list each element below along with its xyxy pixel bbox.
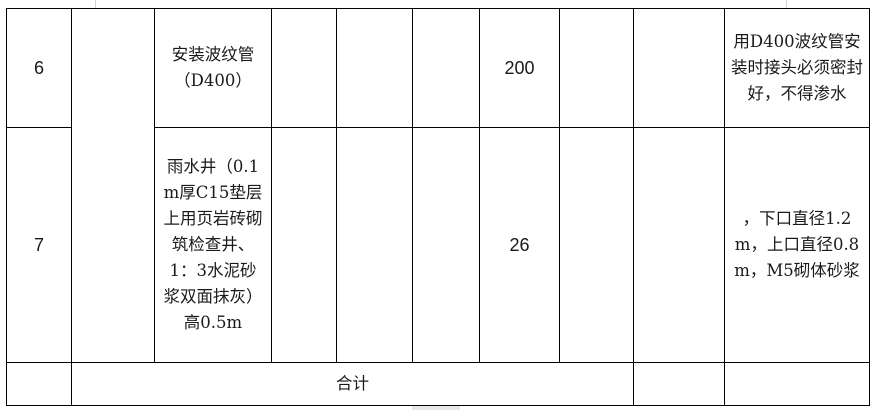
total-label: 合计 xyxy=(71,362,634,406)
empty-cell xyxy=(633,8,725,128)
page-margin-mark xyxy=(786,0,787,8)
empty-cell xyxy=(724,362,870,406)
empty-cell xyxy=(559,127,634,363)
empty-cell xyxy=(336,127,413,363)
empty-cell xyxy=(336,8,413,128)
page-margin-mark xyxy=(412,406,460,410)
merged-cell xyxy=(71,8,155,363)
quantity-table: 6 安装波纹管（D400） 200 用D400波纹管安装时接头必须密封好，不得渗… xyxy=(6,8,870,406)
empty-cell xyxy=(633,127,725,363)
empty-cell xyxy=(412,127,480,363)
page-margin-mark xyxy=(95,0,96,8)
empty-cell xyxy=(412,8,480,128)
total-row: 合计 xyxy=(6,362,870,406)
item-name: 雨水井（0.1m厚C15垫层上用页岩砖砌筑检查井、1：3水泥砂浆双面抹灰）高0.… xyxy=(154,127,272,363)
empty-cell xyxy=(271,8,337,128)
row-number: 7 xyxy=(6,127,72,363)
row-number: 6 xyxy=(6,8,72,128)
empty-cell xyxy=(633,362,725,406)
empty-cell xyxy=(559,8,634,128)
remark: 用D400波纹管安装时接头必须密封好，不得渗水 xyxy=(724,8,870,128)
table-row: 7 雨水井（0.1m厚C15垫层上用页岩砖砌筑检查井、1：3水泥砂浆双面抹灰）高… xyxy=(6,127,870,363)
empty-cell xyxy=(6,362,72,406)
table-row: 6 安装波纹管（D400） 200 用D400波纹管安装时接头必须密封好，不得渗… xyxy=(6,8,870,363)
remark: ，下口直径1.2m，上口直径0.8m，M5砌体砂浆 xyxy=(724,127,870,363)
quantity: 26 xyxy=(479,127,560,363)
item-name: 安装波纹管（D400） xyxy=(154,8,272,128)
quantity: 200 xyxy=(479,8,560,128)
empty-cell xyxy=(271,127,337,363)
